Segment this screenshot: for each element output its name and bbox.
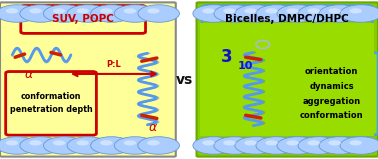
Circle shape (265, 140, 278, 145)
Circle shape (202, 140, 215, 145)
Circle shape (0, 5, 38, 22)
Text: conformation
penetration depth: conformation penetration depth (10, 92, 92, 114)
Circle shape (91, 137, 132, 154)
Text: Bicelles, DMPC/DHPC: Bicelles, DMPC/DHPC (225, 14, 349, 24)
Text: vs: vs (176, 73, 193, 86)
Circle shape (114, 5, 156, 22)
Circle shape (349, 8, 362, 14)
Circle shape (298, 5, 339, 22)
Circle shape (235, 5, 277, 22)
Circle shape (91, 5, 132, 22)
Circle shape (202, 8, 215, 14)
Circle shape (29, 140, 42, 145)
Circle shape (340, 5, 378, 22)
Circle shape (138, 137, 180, 154)
Circle shape (277, 137, 319, 154)
Circle shape (319, 137, 361, 154)
Circle shape (256, 5, 297, 22)
Circle shape (29, 8, 42, 14)
Circle shape (53, 140, 65, 145)
Circle shape (349, 140, 362, 145)
Circle shape (124, 8, 136, 14)
Text: 3: 3 (221, 48, 232, 66)
Circle shape (328, 140, 341, 145)
Circle shape (193, 137, 234, 154)
Circle shape (265, 8, 278, 14)
Circle shape (138, 5, 180, 22)
FancyBboxPatch shape (0, 2, 176, 157)
Circle shape (214, 5, 256, 22)
Text: SUV, POPC: SUV, POPC (52, 14, 114, 24)
Circle shape (214, 137, 256, 154)
FancyBboxPatch shape (285, 52, 378, 135)
Circle shape (76, 8, 89, 14)
Circle shape (53, 8, 65, 14)
Circle shape (319, 5, 361, 22)
Circle shape (100, 8, 113, 14)
Circle shape (298, 137, 339, 154)
Circle shape (67, 5, 109, 22)
Circle shape (277, 5, 319, 22)
Circle shape (340, 137, 378, 154)
Text: α: α (149, 121, 157, 135)
Circle shape (307, 8, 320, 14)
Circle shape (287, 140, 299, 145)
Circle shape (43, 137, 85, 154)
Circle shape (0, 137, 38, 154)
Circle shape (307, 140, 320, 145)
Circle shape (20, 137, 62, 154)
Circle shape (6, 140, 18, 145)
Circle shape (256, 137, 297, 154)
Circle shape (147, 8, 160, 14)
Circle shape (100, 140, 113, 145)
Circle shape (20, 5, 62, 22)
Circle shape (76, 140, 89, 145)
Circle shape (124, 140, 136, 145)
FancyBboxPatch shape (202, 6, 372, 33)
Circle shape (223, 140, 236, 145)
Circle shape (328, 8, 341, 14)
Text: P:L: P:L (106, 60, 121, 69)
Circle shape (235, 137, 277, 154)
Circle shape (244, 8, 257, 14)
Text: 10: 10 (238, 61, 253, 71)
FancyBboxPatch shape (21, 6, 146, 33)
Circle shape (287, 8, 299, 14)
Circle shape (114, 137, 156, 154)
Circle shape (43, 5, 85, 22)
Circle shape (193, 5, 234, 22)
FancyBboxPatch shape (197, 2, 378, 157)
Text: orientation
dynamics
aggregation
conformation: orientation dynamics aggregation conform… (300, 67, 364, 120)
Circle shape (67, 137, 109, 154)
FancyBboxPatch shape (6, 72, 96, 135)
Text: α: α (24, 68, 33, 81)
Circle shape (6, 8, 18, 14)
Circle shape (223, 8, 236, 14)
Circle shape (147, 140, 160, 145)
FancyBboxPatch shape (200, 23, 374, 136)
Circle shape (244, 140, 257, 145)
